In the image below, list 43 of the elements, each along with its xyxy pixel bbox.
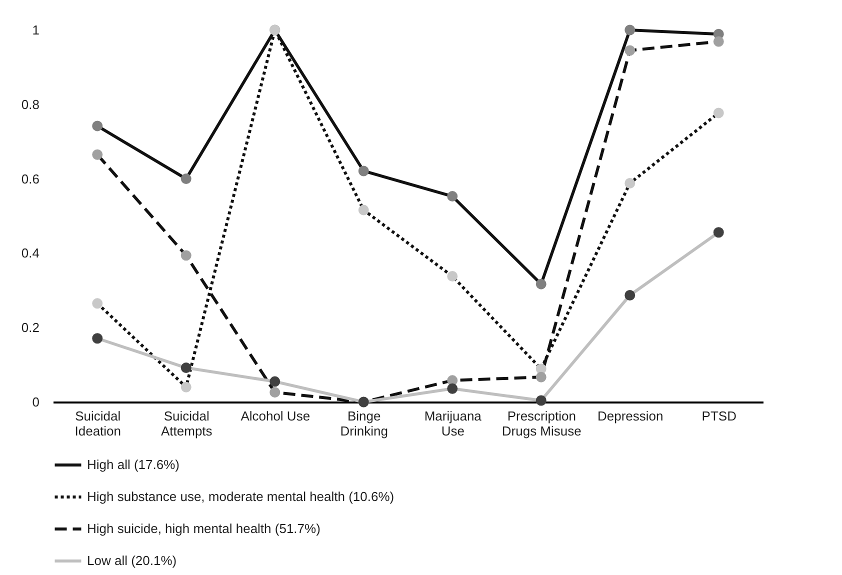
- x-tick-label: Suicidal Attempts: [160, 408, 213, 438]
- point: [624, 290, 636, 300]
- x-tick-label: Alcohol Use: [240, 408, 310, 424]
- legend-label: Low all (20.1%): [87, 553, 177, 568]
- y-tick-label: 0: [32, 394, 40, 410]
- y-tick-label: 0.2: [21, 320, 40, 336]
- point: [180, 250, 192, 261]
- point: [180, 362, 192, 374]
- x-tick-label: Marijuana Use: [424, 408, 482, 438]
- point: [447, 271, 458, 282]
- point: [92, 333, 103, 344]
- point: [447, 191, 458, 202]
- x-tick-label: Binge Drinking: [340, 408, 388, 438]
- legend-label: High suicide, high mental health (51.7%): [87, 521, 320, 536]
- legend-label: High all (17.6%): [87, 457, 180, 472]
- point: [713, 36, 724, 47]
- y-tick-label: 0.4: [21, 246, 40, 261]
- point: [92, 120, 103, 132]
- y-tick-label: 0.8: [21, 96, 40, 112]
- point: [180, 382, 192, 392]
- point: [92, 298, 103, 309]
- point: [358, 166, 369, 176]
- point: [536, 395, 546, 406]
- x-tick-label: PTSD: [702, 408, 736, 424]
- y-tick-label: 0.6: [21, 171, 40, 186]
- point: [624, 45, 636, 56]
- point: [270, 387, 280, 398]
- point: [92, 149, 103, 160]
- x-tick-label: Prescription Drugs Misuse: [502, 408, 582, 438]
- point: [713, 227, 724, 238]
- x-tick-label: Suicidal Ideation: [74, 408, 122, 438]
- point: [536, 278, 546, 290]
- point: [358, 204, 369, 216]
- point: [180, 174, 192, 184]
- point: [624, 24, 636, 36]
- x-tick-label: Depression: [597, 408, 664, 424]
- point: [536, 372, 546, 382]
- y-tick-label: 1: [32, 22, 40, 38]
- legend-label: High substance use, moderate mental health (10.6%): [87, 489, 394, 504]
- point: [713, 108, 724, 118]
- point: [624, 178, 636, 188]
- point: [270, 376, 280, 387]
- point: [447, 383, 458, 394]
